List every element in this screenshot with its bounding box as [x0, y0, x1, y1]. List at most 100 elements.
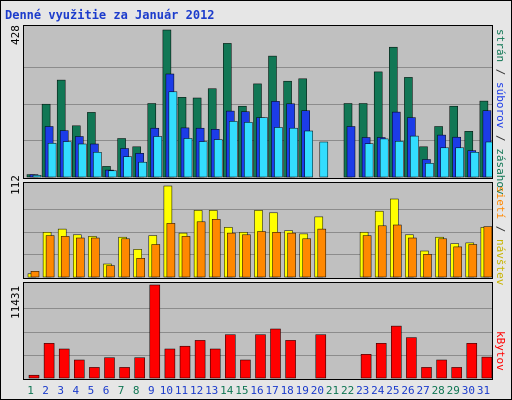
bar-top-zásahov-day-20 [319, 141, 329, 178]
series-label-part: návštev [494, 239, 507, 286]
bar-bot-kBytov-day-2 [43, 343, 55, 379]
bar-top-zásahov-day-24 [379, 138, 389, 178]
mid-svg [24, 185, 492, 278]
bar-mid-sietí-day-24 [377, 225, 387, 278]
bar-top-zásahov-day-19 [304, 130, 313, 178]
x-tick-label-day-22: 22 [340, 384, 355, 397]
series-label-bot: kBytov [494, 331, 507, 371]
bar-mid-sietí-day-30 [468, 244, 478, 278]
bar-mid-sietí-day-15 [242, 234, 251, 278]
bar-mid-sietí-day-9 [151, 244, 161, 278]
series-label-part: kBytov [494, 331, 507, 371]
bar-bot-kBytov-day-30 [466, 343, 478, 379]
x-tick-label-day-5: 5 [87, 384, 95, 397]
bar-mid-sietí-day-8 [136, 258, 145, 278]
bar-top-zásahov-day-4 [78, 143, 87, 178]
x-tick-label-day-7: 7 [117, 384, 125, 397]
x-tick-label-day-29: 29 [446, 384, 460, 397]
bar-bot-kBytov-day-28 [436, 359, 447, 379]
bar-top-zásahov-day-25 [395, 141, 404, 178]
bar-top-zásahov-day-29 [455, 147, 464, 178]
bar-top-zásahov-day-14 [229, 121, 238, 178]
x-tick-label-day-18: 18 [280, 384, 294, 397]
bar-mid-sietí-day-4 [76, 237, 85, 278]
bar-mid-sietí-day-25 [393, 224, 402, 278]
x-tick-label-day-28: 28 [431, 384, 445, 397]
x-tick-label-day-15: 15 [235, 384, 249, 397]
bar-bot-kBytov-day-16 [255, 334, 266, 379]
x-tick-label-day-17: 17 [265, 384, 279, 397]
x-tick-label-day-1: 1 [27, 384, 34, 397]
series-label-part: sietí [494, 186, 507, 220]
bar-top-zásahov-day-12 [198, 141, 208, 178]
series-label-part: / [494, 62, 507, 82]
bar-bot-kBytov-day-29 [451, 367, 462, 379]
bar-top-zásahov-day-26 [410, 135, 419, 178]
bar-mid-sietí-day-12 [196, 221, 206, 278]
bar-mid-sietí-day-14 [227, 232, 236, 278]
bar-bot-kBytov-day-8 [134, 357, 145, 379]
bar-top-zásahov-day-31 [485, 141, 492, 178]
x-tick-label-day-11: 11 [174, 384, 189, 397]
bar-bot-kBytov-day-7 [119, 367, 130, 379]
bar-top-zásahov-day-1 [32, 175, 42, 178]
bar-bot-kBytov-day-24 [375, 343, 387, 379]
bar-mid-sietí-day-27 [423, 254, 432, 278]
bar-bot-kBytov-day-11 [179, 345, 191, 379]
bar-mid-sietí-day-10 [166, 223, 176, 278]
bar-mid-sietí-day-7 [121, 238, 130, 278]
panel-kbytes [23, 282, 493, 380]
bar-mid-sietí-day-17 [272, 232, 281, 278]
bar-mid-sietí-day-11 [181, 236, 191, 278]
bar-bot-kBytov-day-13 [209, 348, 221, 379]
bar-bot-kBytov-day-12 [194, 340, 206, 379]
bar-top-zásahov-day-30 [470, 152, 480, 178]
bar-mid-sietí-day-6 [106, 265, 115, 278]
bar-mid-sietí-day-23 [362, 235, 372, 278]
bar-mid-sietí-day-13 [211, 219, 221, 278]
bar-mid-sietí-day-29 [453, 246, 462, 278]
series-label-mid: sietí / návštev [494, 186, 507, 285]
bar-bot-kBytov-day-23 [360, 354, 372, 379]
x-tick-label-day-20: 20 [310, 384, 325, 397]
bar-bot-kBytov-day-27 [421, 367, 432, 379]
x-tick-label-day-6: 6 [102, 384, 110, 397]
x-tick-label-day-4: 4 [72, 384, 80, 397]
x-tick-label-day-27: 27 [416, 384, 430, 397]
bar-bot-kBytov-day-14 [225, 334, 236, 379]
x-tick-label-day-26: 26 [401, 384, 415, 397]
series-label-part: / [494, 219, 507, 239]
bar-bot-kBytov-day-17 [270, 328, 281, 379]
bar-top-zásahov-day-3 [62, 141, 72, 178]
bar-top-zásahov-day-11 [183, 138, 193, 178]
bar-bot-kBytov-day-10 [164, 348, 176, 379]
bar-bot-kBytov-day-9 [149, 284, 161, 379]
bar-bot-kBytov-day-3 [58, 348, 70, 379]
panel-pages-files-hits [23, 25, 493, 179]
bar-bot-kBytov-day-15 [240, 359, 251, 379]
x-tick-label-day-14: 14 [220, 384, 234, 397]
bar-mid-sietí-day-1 [30, 271, 40, 278]
bar-top-zásahov-day-7 [123, 156, 132, 178]
bar-mid-sietí-day-3 [60, 236, 70, 278]
bar-mid-sietí-day-2 [45, 235, 55, 278]
ymax-label-top: 428 [9, 25, 22, 45]
bar-mid-sietí-day-16 [257, 231, 266, 278]
x-tick-label-day-3: 3 [57, 384, 64, 397]
bar-top-zásahov-day-13 [213, 139, 223, 178]
x-tick-label-day-10: 10 [159, 384, 174, 397]
series-label-part: súborov [494, 82, 507, 129]
bar-bot-kBytov-day-1 [28, 374, 40, 379]
bar-top-zásahov-day-5 [93, 152, 102, 178]
bar-bot-kBytov-day-5 [89, 367, 100, 379]
bar-top-zásahov-day-8 [138, 161, 147, 178]
x-tick-label-day-23: 23 [356, 384, 370, 397]
bar-bot-kBytov-day-6 [104, 357, 115, 379]
bar-top-zásahov-day-10 [168, 91, 178, 178]
bar-bot-kBytov-day-4 [74, 359, 85, 379]
x-tick-label-day-30: 30 [461, 384, 476, 397]
series-label-part: / [494, 128, 507, 149]
ymax-label-bot: 11431 [9, 285, 22, 319]
bar-mid-sietí-day-31 [483, 226, 492, 278]
